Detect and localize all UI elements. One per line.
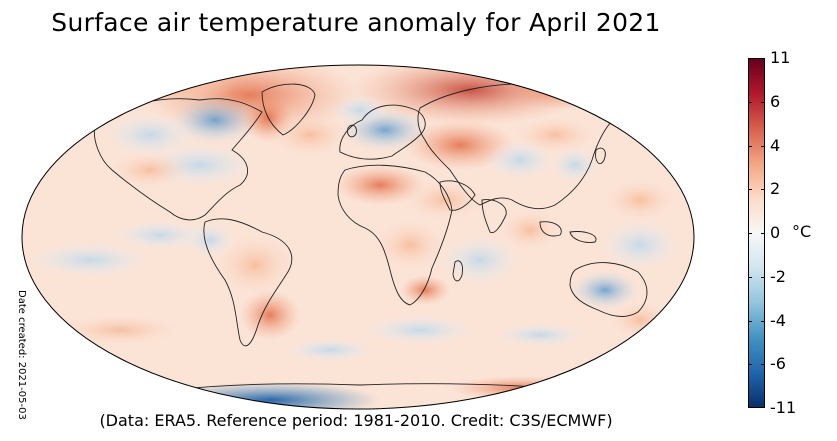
colorbar-tick-mark bbox=[748, 233, 752, 234]
colorbar-tick-label: -6 bbox=[770, 354, 786, 374]
globe-outline bbox=[21, 64, 695, 410]
colorbar-tick-mark bbox=[748, 320, 752, 322]
map-title: Surface air temperature anomaly for Apri… bbox=[51, 8, 661, 37]
credit-line: (Data: ERA5. Reference period: 1981-2010… bbox=[99, 411, 613, 430]
colorbar-tick-mark bbox=[761, 364, 765, 366]
colorbar-tick-mark bbox=[761, 189, 765, 191]
colorbar-tick-label: 0 bbox=[770, 223, 781, 242]
colorbar-tick-mark bbox=[748, 189, 752, 191]
colorbar-tick-mark bbox=[761, 145, 765, 147]
colorbar-tick-mark bbox=[748, 364, 752, 366]
colorbar-tick-label: -11 bbox=[770, 398, 797, 417]
colorbar-tick-label: 6 bbox=[770, 91, 781, 111]
date-created-label: Date created: 2021-05-03 bbox=[16, 290, 27, 420]
colorbar-tick-mark bbox=[748, 101, 752, 103]
colorbar-tick-label: 2 bbox=[770, 179, 781, 199]
colorbar-tick-label: 11 bbox=[770, 48, 791, 67]
colorbar-tick-label: 4 bbox=[770, 135, 781, 155]
colorbar-tick-mark bbox=[761, 233, 765, 234]
colorbar-tick-mark bbox=[761, 320, 765, 322]
colorbar-tick-label: -2 bbox=[770, 266, 786, 286]
colorbar-tick-label: -4 bbox=[770, 310, 786, 330]
colorbar-tick-mark bbox=[761, 101, 765, 103]
colorbar-tick-mark bbox=[748, 145, 752, 147]
colorbar-tick-mark bbox=[761, 276, 765, 278]
colorbar-unit: °C bbox=[792, 222, 812, 241]
colorbar-tick-mark bbox=[748, 276, 752, 278]
